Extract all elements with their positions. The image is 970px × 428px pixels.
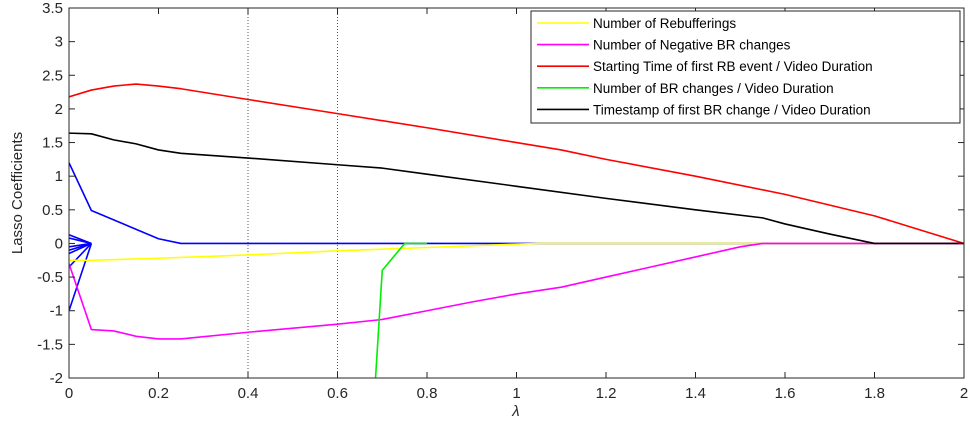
x-tick-label: 1.4 bbox=[685, 385, 706, 402]
y-tick-label: -1.5 bbox=[37, 336, 63, 353]
y-tick-label: 2 bbox=[55, 101, 63, 118]
x-tick-label: 0.6 bbox=[327, 385, 348, 402]
legend-entry: Starting Time of first RB event / Video … bbox=[593, 59, 873, 74]
coefficient-line-blue bbox=[69, 162, 964, 245]
y-tick-label: -1 bbox=[50, 303, 63, 320]
series-line bbox=[69, 83, 964, 245]
x-tick-label: 2 bbox=[960, 385, 968, 402]
x-tick-label: 1.6 bbox=[775, 385, 796, 402]
y-tick-label: -2 bbox=[50, 370, 63, 387]
x-tick-label: 0 bbox=[65, 385, 73, 402]
legend-entry: Timestamp of first BR change / Video Dur… bbox=[593, 102, 871, 117]
y-tick-label: -0.5 bbox=[37, 269, 63, 286]
legend-entry: Number of Negative BR changes bbox=[593, 38, 791, 53]
series-layer bbox=[69, 83, 964, 378]
series-line bbox=[69, 242, 964, 340]
x-tick-label: 1.8 bbox=[864, 385, 885, 402]
x-axis-ticks: 0 0.2 0.4 0.6 0.8 1 1.2 1.4 1.6 1.8 2 bbox=[65, 8, 968, 402]
coefficient-line-blue bbox=[69, 237, 92, 245]
y-tick-label: 3.5 bbox=[42, 0, 63, 17]
coefficient-line-blue bbox=[69, 243, 93, 311]
series-line bbox=[374, 242, 427, 378]
legend: Number of Rebufferings Number of Negative… bbox=[530, 10, 961, 124]
x-tick-label: 1 bbox=[512, 385, 520, 402]
y-axis-ticks: -2 -1.5 -1 -0.5 0 0.5 1 1.5 2 2.5 3 3.5 bbox=[37, 0, 964, 387]
x-tick-label: 0.2 bbox=[148, 385, 169, 402]
coefficient-line-blue bbox=[69, 242, 92, 268]
x-tick-label: 0.4 bbox=[238, 385, 259, 402]
legend-entry: Number of Rebufferings bbox=[593, 16, 736, 31]
x-tick-label: 1.2 bbox=[596, 385, 617, 402]
x-tick-label: 0.8 bbox=[417, 385, 438, 402]
series-line bbox=[69, 242, 964, 262]
legend-box bbox=[530, 10, 961, 124]
y-tick-label: 0 bbox=[55, 235, 63, 252]
y-tick-label: 0.5 bbox=[42, 202, 63, 219]
y-tick-label: 1.5 bbox=[42, 135, 63, 152]
series-line bbox=[69, 132, 964, 245]
y-axis-label: Lasso Coefficients bbox=[9, 132, 26, 254]
legend-entry: Number of BR changes / Video Duration bbox=[593, 81, 834, 96]
y-tick-label: 2.5 bbox=[42, 67, 63, 84]
y-tick-label: 3 bbox=[55, 34, 63, 51]
x-axis-label: λ bbox=[511, 403, 519, 420]
coefficient-line-blue bbox=[69, 242, 92, 255]
y-tick-label: 1 bbox=[55, 168, 63, 185]
